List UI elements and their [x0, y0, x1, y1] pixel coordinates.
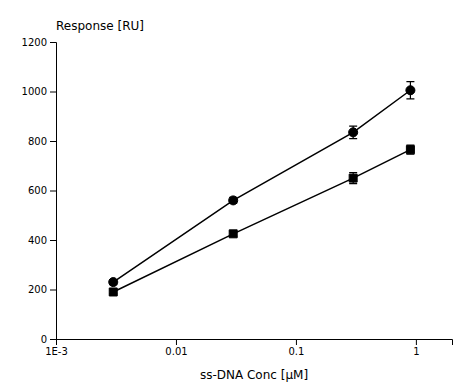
- y-tick-label: 400: [28, 235, 47, 246]
- x-axis-title: ss-DNA Conc [μM]: [200, 368, 308, 382]
- y-tick-mark: [50, 290, 56, 291]
- y-tick: 400: [28, 235, 56, 246]
- x-axis: 1E-3 0.01 0.1 1: [45, 339, 452, 357]
- point: [229, 196, 238, 205]
- error-bar: [349, 126, 357, 138]
- series: [109, 145, 414, 296]
- point: [109, 288, 117, 296]
- error-bar: [406, 145, 414, 154]
- y-tick-label: 0: [41, 334, 47, 345]
- y-tick-label: 200: [28, 284, 47, 295]
- y-tick-label: 1000: [22, 86, 47, 97]
- x-tick: 0.1: [288, 339, 304, 357]
- series: [109, 82, 415, 287]
- x-tick-label: 0.01: [165, 346, 187, 357]
- y-tick: 200: [28, 284, 56, 295]
- point: [229, 230, 237, 238]
- plot: 1E-3 0.01 0.1 1 0 200 400 600 800 1000 1200: [22, 37, 453, 357]
- y-tick-mark: [50, 141, 56, 142]
- x-tick: 0.01: [165, 339, 187, 357]
- x-tick: 1: [413, 339, 419, 357]
- y-tick-mark: [50, 339, 56, 340]
- y-tick-mark: [50, 92, 56, 93]
- y-tick: 1000: [22, 86, 56, 97]
- y-axis-title: Response [RU]: [56, 19, 144, 33]
- y-tick-label: 1200: [22, 37, 47, 48]
- error-bar: [349, 173, 357, 184]
- error-bar: [406, 82, 414, 99]
- y-tick: 0: [41, 334, 56, 345]
- y-tick-label: 800: [28, 136, 47, 147]
- y-tick: 1200: [22, 37, 56, 48]
- x-tick-label: 1E-3: [45, 346, 68, 357]
- point: [349, 174, 357, 182]
- point: [109, 278, 118, 287]
- y-tick-mark: [50, 240, 56, 241]
- x-tick-mark: [296, 339, 297, 345]
- marks: [109, 82, 415, 296]
- x-axis-line: [57, 340, 453, 346]
- x-tick-label: 0.1: [288, 346, 304, 357]
- y-axis: 0 200 400 600 800 1000 1200: [22, 37, 57, 345]
- point: [349, 128, 358, 137]
- line: [113, 90, 410, 282]
- y-axis-line: [50, 43, 57, 340]
- x-tick-mark: [416, 339, 417, 345]
- y-tick-label: 600: [28, 185, 47, 196]
- point: [406, 86, 415, 95]
- y-tick: 800: [28, 136, 56, 147]
- y-tick: 600: [28, 185, 56, 196]
- y-tick-mark: [50, 42, 56, 43]
- line: [113, 150, 410, 292]
- x-tick: 1E-3: [45, 339, 68, 357]
- x-tick-label: 1: [413, 346, 419, 357]
- x-tick-mark: [176, 339, 177, 345]
- y-tick-mark: [50, 191, 56, 192]
- point: [406, 146, 414, 154]
- chart: 1E-3 0.01 0.1 1 0 200 400 600 800 1000 1200 ss-DNA …: [0, 0, 474, 391]
